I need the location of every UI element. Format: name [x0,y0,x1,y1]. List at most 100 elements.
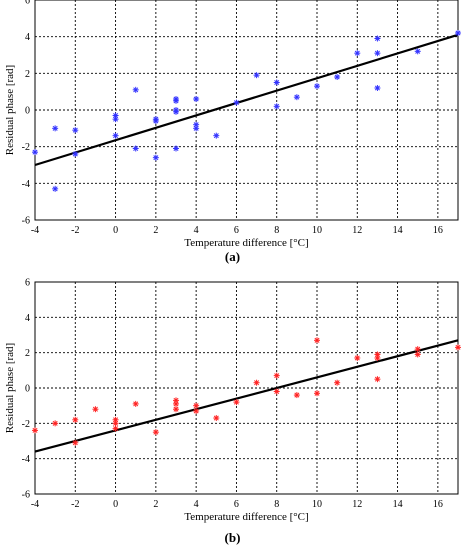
chartb-ytick-label-2: -2 [22,419,30,430]
charta-point-17 [173,145,179,152]
chartb-xtick-label-4: 4 [194,499,199,510]
chartb-point-9 [152,429,159,436]
charta-point-6 [112,116,119,123]
charta-ytick-label-3: 0 [25,106,30,117]
chartb-xtick-label-9: 14 [393,499,403,510]
chartb-plot-area [34,281,459,495]
chartb-point-18 [273,372,280,379]
charta-point-20 [193,125,200,132]
chartb-point-2 [72,416,79,423]
charta-ylabel: Residual phase [rad] [4,65,16,155]
chartb-point-15 [213,415,220,422]
charta-point-7 [112,132,119,139]
chartb-point-26 [374,354,381,361]
charta-ytick-label-0: -6 [22,216,30,227]
chartb-xtick-label-7: 10 [312,499,322,510]
chartb-point-30 [455,344,461,351]
chartb-point-3 [72,439,79,446]
chartb-point-8 [132,400,139,407]
charta-point-14 [173,97,179,104]
chartb-xtick-label-8: 12 [352,499,362,510]
chartb-ytick-label-0: -6 [22,490,30,501]
charta-xlabel: Temperature difference [°C] [184,237,308,249]
chartb-fit-line [34,339,459,453]
charta-ytick-label-1: -4 [22,179,30,190]
charta-xtick-label-9: 14 [393,225,403,236]
charta-point-24 [273,79,280,86]
chartb-point-29 [414,351,421,358]
charta-point-30 [374,35,381,42]
chartb-point-22 [314,390,320,397]
charta-ytick-label-4: 2 [25,69,30,80]
charta-point-28 [334,74,341,80]
charta-point-11 [152,118,159,124]
chartb-xtick-label-10: 16 [433,499,443,510]
chartb-point-12 [173,406,179,413]
chartb-ytick-label-1: -4 [22,454,30,465]
charta-point-18 [193,96,200,102]
chartb-point-21 [314,337,320,344]
charta-point-12 [152,154,159,161]
charta-point-1 [52,125,59,132]
chartb-point-23 [334,379,341,386]
charta-xtick-label-2: 0 [113,225,118,236]
charta-point-21 [213,132,220,139]
chartb-xlabel: Temperature difference [°C] [184,511,308,523]
charta-ytick-label-5: 4 [25,32,30,43]
chartb-point-16 [233,399,240,406]
caption-b: (b) [224,530,241,545]
chartb-point-13 [193,402,200,409]
charta-xtick-label-1: -2 [71,225,79,236]
charta-point-31 [374,50,381,57]
chartb-point-27 [374,376,381,383]
charta-xtick-label-7: 10 [312,225,322,236]
chartb-ytick-label-4: 2 [25,348,30,359]
chartb-point-14 [193,407,200,414]
chartb-point-19 [273,388,280,395]
chartb-point-17 [253,379,260,386]
caption-a: (a) [224,249,241,264]
chartb-ytick-label-3: 0 [25,384,30,395]
charta-point-3 [72,127,79,134]
charta-point-8 [132,86,139,93]
chartb-xtick-label-2: 0 [113,499,118,510]
chartb-point-20 [293,392,300,399]
charta-xtick-label-5: 6 [234,225,239,236]
charta-point-34 [455,30,461,36]
chartb-ytick-label-6: 6 [25,278,30,289]
charta-ytick-label-6: 6 [25,0,30,7]
chartb-xtick-label-1: -2 [71,499,79,510]
chartb-point-0 [32,427,38,434]
chartb-xtick-label-5: 6 [234,499,239,510]
chartb-point-1 [52,420,59,427]
chartb-point-24 [354,354,361,361]
charta-point-29 [354,50,361,57]
chartb-xtick-label-6: 8 [274,499,279,510]
charta-point-0 [32,149,38,156]
charta-point-25 [273,103,280,110]
charta-point-5 [112,112,119,119]
chartb-xtick-label-3: 2 [153,499,158,510]
charta-ytick-label-2: -2 [22,142,30,153]
charta-point-9 [132,145,139,152]
chartb-ylabel: Residual phase [rad] [4,343,16,433]
charta-point-23 [253,72,260,79]
chart-panel-b: -4 -2 0 2 4 6 8 10 12 14 16 -6 -4 -2 0 2 4 6 Temperature d… [0,272,465,550]
chartb-point-11 [173,400,179,407]
charta-point-33 [414,48,421,55]
charta-point-2 [52,185,59,192]
chartb-point-28 [414,346,421,353]
charta-point-16 [173,108,179,115]
charta-xtick-label-8: 12 [352,225,362,236]
chartb-point-7 [112,425,119,432]
charta-xtick-label-4: 4 [194,225,199,236]
charta-point-26 [293,94,300,101]
chartb-point-6 [112,420,119,427]
charta-xtick-label-6: 8 [274,225,279,236]
charta-point-4 [72,151,79,157]
chart-panel-a: -4 -2 0 2 4 6 8 10 12 14 16 -6 -4 -2 0 2 4 6 Temperature d… [0,0,465,272]
charta-point-32 [374,85,381,91]
chartb-point-4 [92,406,99,413]
